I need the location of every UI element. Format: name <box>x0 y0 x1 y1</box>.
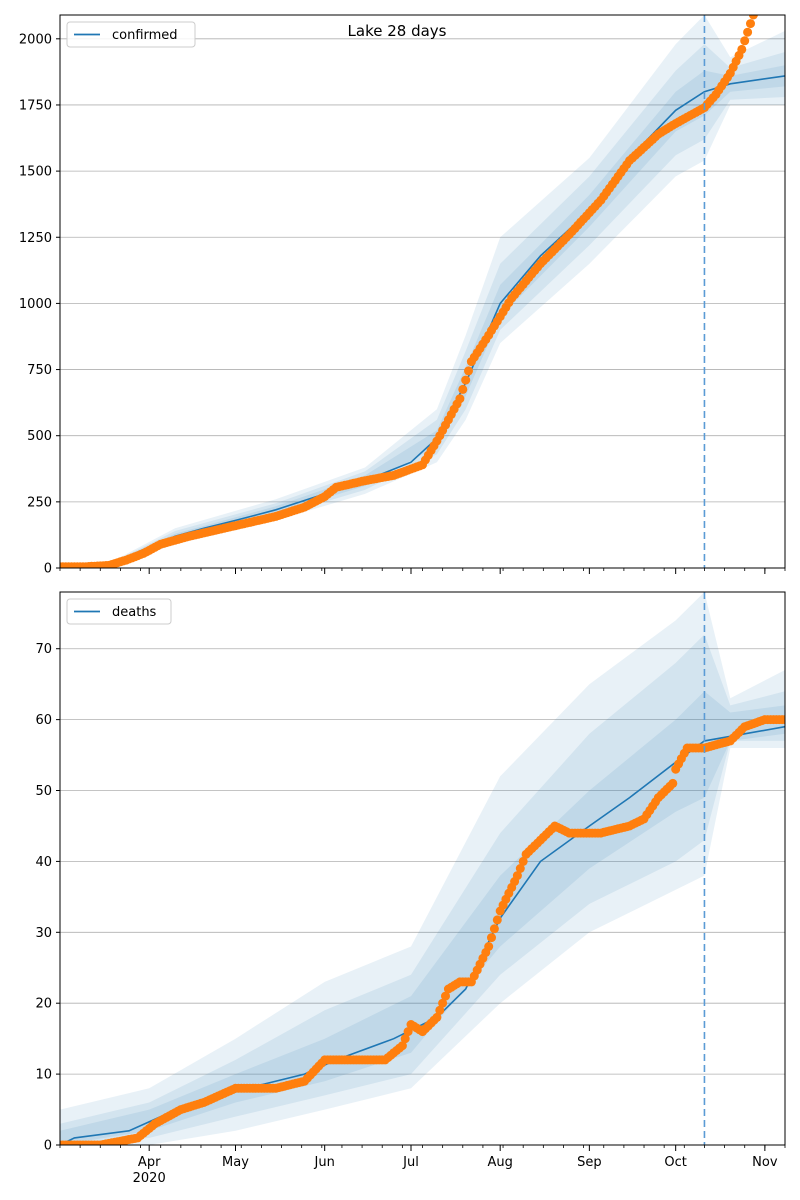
x-tick-label: Jul <box>402 1155 419 1170</box>
legend-label: confirmed <box>112 28 178 43</box>
y-tick-label: 0 <box>44 1139 52 1154</box>
y-tick-label: 500 <box>27 429 52 444</box>
observed-point <box>780 715 785 725</box>
observed-point <box>438 998 448 1008</box>
y-tick-label: 50 <box>35 784 52 799</box>
band-95 <box>60 592 785 1145</box>
x-tick-label: Apr <box>138 1155 161 1170</box>
observed-point <box>441 991 450 1001</box>
deaths-panel: 0 10 20 30 40 50 60 70 Apr May Jun Jul Aug Sep Oct Nov 2… <box>35 591 786 1186</box>
observed-point <box>464 366 473 376</box>
observed-point <box>455 394 465 404</box>
x-tick-label: Oct <box>664 1155 686 1170</box>
observed-point <box>484 942 494 951</box>
y-tick-label: 1500 <box>19 165 52 180</box>
y-tick-label: 60 <box>35 713 52 728</box>
y-tick-label: 2000 <box>19 32 52 47</box>
y-tick-label: 20 <box>35 997 52 1012</box>
observed-point <box>435 1005 445 1015</box>
y-tick-label: 1250 <box>19 231 52 246</box>
plot-area <box>60 592 785 1145</box>
observed-point <box>737 44 747 54</box>
x-year-label: 2020 <box>133 1171 166 1186</box>
observed-point <box>397 1041 407 1051</box>
observed-point <box>492 915 502 925</box>
observed-point <box>518 856 528 866</box>
y-tick-label: 750 <box>27 363 52 378</box>
x-tick-label: Jun <box>314 1155 335 1170</box>
legend-box <box>66 598 172 625</box>
observed-point <box>746 19 755 29</box>
observed-point <box>461 375 471 385</box>
band-95 <box>60 15 785 568</box>
y-tick-label: 1000 <box>19 297 52 312</box>
observed-point <box>400 1034 410 1044</box>
observed-point <box>748 15 758 20</box>
observed-point <box>487 933 496 943</box>
y-tick-label: 70 <box>35 642 52 657</box>
observed-point <box>515 864 525 873</box>
observed-point <box>740 36 750 46</box>
y-tick-label: 30 <box>35 926 52 941</box>
observed-point <box>489 924 499 934</box>
y-tick-label: 1750 <box>19 98 52 113</box>
x-tick-label: Sep <box>577 1155 602 1170</box>
plot-area <box>60 15 785 568</box>
x-tick-label: May <box>222 1155 249 1170</box>
y-tick-label: 250 <box>27 495 52 510</box>
observed-point <box>458 384 468 394</box>
chart-title: Lake 28 days <box>348 22 447 40</box>
observed-point <box>743 27 753 37</box>
legend-box <box>66 21 196 48</box>
y-tick-label: 40 <box>35 855 52 870</box>
observed-point <box>668 778 678 788</box>
y-tick-label: 10 <box>35 1068 52 1083</box>
band-80 <box>60 44 785 568</box>
observed-point <box>403 1027 413 1037</box>
observed-point <box>432 1012 442 1022</box>
observed-point <box>512 871 522 881</box>
band-50 <box>60 691 785 1145</box>
x-tick-label: Nov <box>752 1155 778 1170</box>
confirmed-panel: 0 250 500 750 1000 1250 1500 1750 2000 confirmed <box>19 14 786 577</box>
x-tick-label: Aug <box>487 1155 512 1170</box>
y-tick-label: 0 <box>44 562 52 577</box>
legend-label: deaths <box>112 605 157 620</box>
band-80 <box>60 634 785 1145</box>
